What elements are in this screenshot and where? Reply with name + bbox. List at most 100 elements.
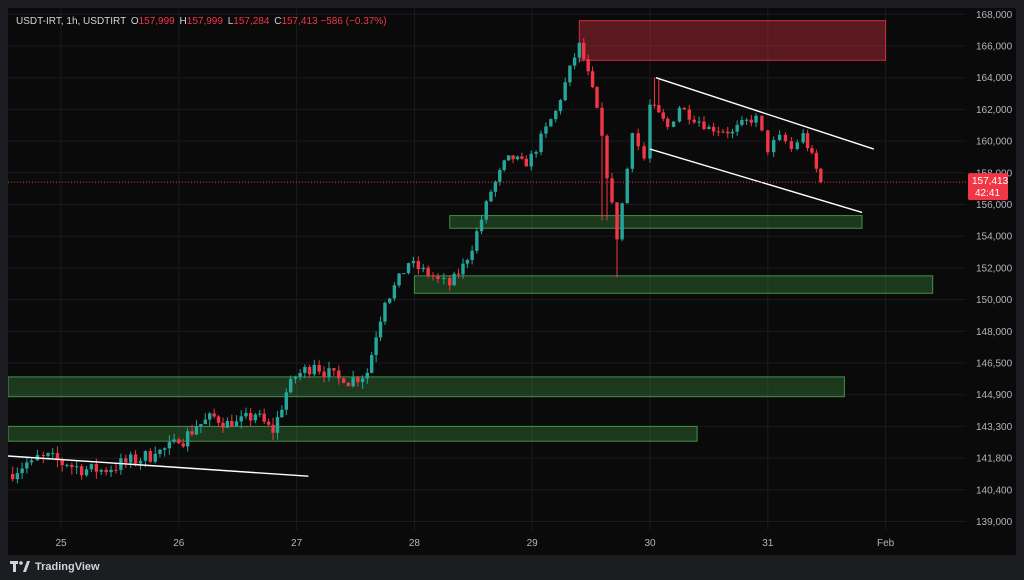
- candle-body: [506, 155, 511, 161]
- candle: [133, 450, 138, 467]
- candle: [657, 77, 661, 113]
- candle-body: [416, 261, 421, 270]
- candle: [109, 465, 113, 477]
- candle-body: [60, 460, 64, 466]
- candle-body: [529, 153, 533, 167]
- last-price-value: 157,413: [972, 176, 1009, 187]
- candle: [484, 199, 488, 224]
- candle-body: [744, 119, 749, 121]
- candle: [99, 468, 103, 475]
- candle: [630, 132, 635, 173]
- candle-body: [133, 454, 138, 464]
- chart-frame[interactable]: 170,000168,000166,000164,000162,000160,0…: [8, 8, 1016, 555]
- candle-body: [534, 152, 538, 154]
- candle-body: [642, 146, 646, 159]
- candle: [190, 424, 194, 437]
- candle: [416, 256, 421, 275]
- candle: [351, 370, 355, 388]
- candle-body: [303, 366, 307, 374]
- candle: [234, 415, 239, 427]
- change-value: −586 (−0.37%): [320, 16, 387, 27]
- tradingview-logo-text: TradingView: [35, 561, 100, 573]
- candle-body: [692, 119, 696, 123]
- candle: [387, 298, 392, 305]
- candle: [248, 407, 253, 427]
- candle: [365, 368, 369, 384]
- candle-body: [411, 261, 416, 264]
- candle-body: [572, 57, 577, 66]
- candle-body: [79, 466, 84, 476]
- candle-body: [777, 134, 782, 141]
- low-label: L: [227, 16, 234, 27]
- candle-body: [577, 42, 582, 58]
- symbol-label[interactable]: USDT-IRT, 1h, USDTIRT: [16, 16, 127, 27]
- candle-body: [138, 460, 143, 464]
- candle: [143, 450, 148, 468]
- footer: TradingView: [0, 555, 1024, 580]
- candle: [15, 467, 20, 484]
- candle-body: [158, 449, 162, 454]
- candle-body: [470, 250, 474, 260]
- candle: [572, 53, 577, 70]
- candle-body: [726, 131, 730, 134]
- candle: [303, 364, 307, 379]
- last-price-countdown: 42:41: [975, 188, 1000, 199]
- candle: [421, 264, 425, 273]
- y-tick-label: 140,400: [976, 485, 1013, 496]
- candle-body: [721, 131, 725, 133]
- candle: [11, 466, 15, 482]
- candle: [577, 42, 582, 63]
- tradingview-logo-icon: [10, 561, 30, 572]
- candle: [801, 128, 805, 145]
- zones: [8, 20, 934, 442]
- candle-body: [511, 155, 515, 160]
- candle-body: [41, 455, 46, 457]
- candle-body: [124, 458, 128, 463]
- candle: [754, 113, 758, 128]
- candle: [814, 149, 819, 173]
- candle: [740, 116, 744, 127]
- candle: [697, 116, 701, 127]
- y-tick-label: 160,000: [976, 137, 1013, 148]
- trendline: [649, 148, 863, 214]
- candle: [392, 282, 397, 302]
- candle-body: [109, 469, 113, 473]
- candle: [253, 412, 258, 424]
- x-tick-label: 30: [644, 538, 656, 549]
- candle-body: [225, 420, 230, 428]
- tradingview-logo[interactable]: TradingView: [10, 561, 100, 573]
- candle: [293, 375, 298, 384]
- candle-body: [687, 109, 691, 120]
- candle-body: [346, 382, 351, 387]
- candle-body: [365, 372, 369, 379]
- candle: [280, 405, 284, 419]
- candle-body: [298, 373, 302, 377]
- candle-body: [284, 392, 288, 410]
- candle: [475, 227, 479, 254]
- close-value: 157,413: [281, 16, 318, 27]
- last-price-tag-bg: [968, 173, 1008, 201]
- candle-body: [436, 276, 440, 279]
- candle: [317, 360, 321, 375]
- x-tick-label: 28: [409, 538, 421, 549]
- y-tick-label: 152,000: [976, 263, 1013, 274]
- candle: [212, 408, 216, 419]
- candle: [771, 136, 776, 157]
- candle: [20, 462, 24, 480]
- candle: [520, 152, 524, 160]
- candle-body: [805, 133, 810, 149]
- candle-body: [46, 453, 50, 456]
- candle-body: [615, 202, 619, 240]
- candle-body: [360, 378, 365, 382]
- candle: [258, 409, 262, 417]
- candle-body: [15, 473, 20, 480]
- candle: [70, 462, 74, 475]
- candle-body: [262, 413, 266, 422]
- x-tick-label: 25: [55, 538, 67, 549]
- price-chart[interactable]: 170,000168,000166,000164,000162,000160,0…: [8, 8, 1016, 555]
- y-tick-label: 168,000: [976, 10, 1013, 21]
- candle: [431, 272, 435, 281]
- candle-body: [128, 454, 133, 463]
- candle: [789, 137, 794, 152]
- candle: [534, 150, 538, 158]
